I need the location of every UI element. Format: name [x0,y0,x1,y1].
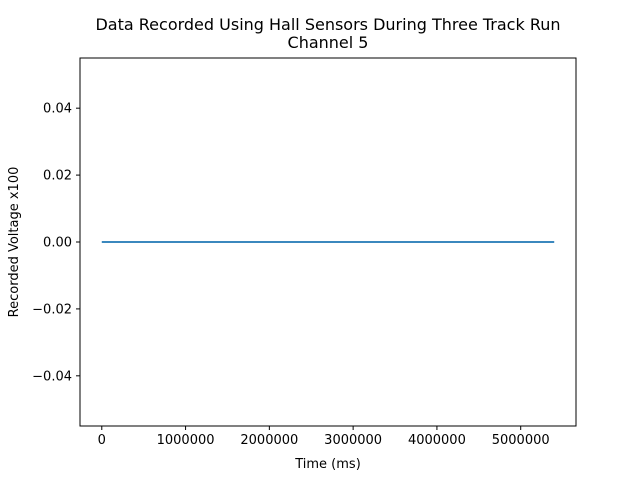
y-tick-label: 0.04 [43,102,72,117]
x-axis-ticks: 0 1000000 2000000 3000000 4000000 5000000 [98,426,550,448]
x-tick-label: 2000000 [240,433,298,448]
y-tick-label: 0.00 [43,236,72,251]
x-tick-label: 5000000 [492,433,550,448]
x-tick-label: 4000000 [408,433,466,448]
x-tick-label: 0 [98,433,106,448]
chart-title: Data Recorded Using Hall Sensors During … [95,15,561,34]
x-axis-label: Time (ms) [294,457,361,472]
y-axis-label: Recorded Voltage x100 [7,167,22,318]
x-tick-label: 3000000 [324,433,382,448]
y-tick-label: −0.04 [32,369,72,384]
x-tick-label: 1000000 [157,433,215,448]
y-tick-label: 0.02 [43,169,72,184]
y-tick-label: −0.02 [32,302,72,317]
chart-subtitle: Channel 5 [287,33,369,52]
plot-area-frame [79,57,577,427]
y-axis-ticks: −0.04 −0.02 0.00 0.02 0.04 [32,102,80,384]
